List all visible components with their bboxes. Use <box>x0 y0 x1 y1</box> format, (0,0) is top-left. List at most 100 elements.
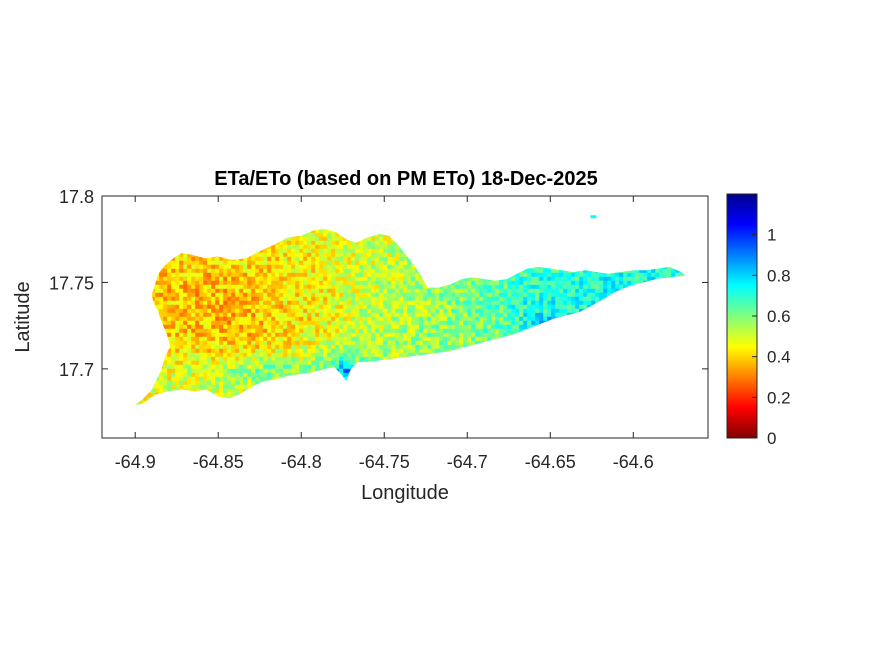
map-cell <box>235 364 240 370</box>
map-cell <box>523 296 528 302</box>
map-cell <box>207 292 212 298</box>
map-cell <box>363 236 368 242</box>
map-cell <box>259 248 264 254</box>
map-cell <box>391 296 396 302</box>
map-cell <box>447 316 452 322</box>
map-cell <box>395 280 400 286</box>
map-cell <box>355 288 360 294</box>
map-cell <box>155 288 160 294</box>
map-cell <box>507 308 512 314</box>
map-cell <box>303 340 308 346</box>
map-cell <box>179 260 184 266</box>
map-cell <box>231 356 236 362</box>
map-cell <box>175 320 180 326</box>
map-cell <box>295 264 300 270</box>
map-cell <box>391 352 396 358</box>
map-cell <box>483 284 488 290</box>
map-cell <box>395 352 400 358</box>
map-cell <box>515 284 520 290</box>
map-cell <box>331 344 336 350</box>
map-cell <box>295 284 300 290</box>
map-cell <box>387 272 392 278</box>
map-cell <box>195 300 200 306</box>
map-cell <box>391 320 396 326</box>
map-cell <box>199 360 204 366</box>
map-cell <box>419 324 424 330</box>
map-cell <box>371 284 376 290</box>
map-cell <box>303 256 308 262</box>
map-cell <box>391 280 396 286</box>
map-cell <box>259 252 264 258</box>
map-cell <box>299 320 304 326</box>
map-cell <box>247 268 252 274</box>
map-cell <box>339 288 344 294</box>
map-cell <box>315 352 320 358</box>
map-cell <box>375 248 380 254</box>
map-cell <box>435 344 440 350</box>
map-cell <box>371 304 376 310</box>
map-cell <box>215 304 220 310</box>
map-cell <box>407 328 412 334</box>
map-cell <box>643 276 648 282</box>
map-cell <box>455 320 460 326</box>
map-cell <box>511 288 516 294</box>
map-cell <box>399 340 404 346</box>
map-cell <box>339 332 344 338</box>
map-cell <box>471 320 476 326</box>
map-cell <box>639 272 644 278</box>
map-cell <box>255 320 260 326</box>
map-cell <box>207 360 212 366</box>
map-cell <box>159 276 164 282</box>
map-cell <box>491 324 496 330</box>
map-cell <box>295 364 300 370</box>
map-cell <box>515 276 520 282</box>
map-cell <box>455 308 460 314</box>
map-cell <box>511 300 516 306</box>
map-cell <box>255 332 260 338</box>
map-cell <box>431 340 436 346</box>
map-cell <box>367 256 372 262</box>
map-cell <box>631 268 636 274</box>
map-cell <box>267 272 272 278</box>
map-cell <box>275 340 280 346</box>
map-cell <box>583 304 588 310</box>
map-cell <box>191 260 196 266</box>
map-cell <box>447 336 452 342</box>
map-cell <box>175 360 180 366</box>
map-cell <box>451 304 456 310</box>
map-cell <box>179 308 184 314</box>
map-cell <box>359 296 364 302</box>
map-cell <box>279 320 284 326</box>
map-cell <box>179 328 184 334</box>
map-cell <box>379 340 384 346</box>
map-cell <box>311 312 316 318</box>
map-cell <box>475 308 480 314</box>
map-cell <box>227 304 232 310</box>
map-cell <box>559 284 564 290</box>
map-cell <box>399 324 404 330</box>
map-cell <box>219 276 224 282</box>
map-cell <box>359 284 364 290</box>
map-cell <box>431 304 436 310</box>
map-cell <box>231 340 236 346</box>
map-cell <box>455 340 460 346</box>
map-cell <box>183 320 188 326</box>
map-cell <box>379 352 384 358</box>
map-cell <box>307 332 312 338</box>
map-cell <box>495 300 500 306</box>
map-cell <box>619 284 624 290</box>
map-cell <box>495 288 500 294</box>
map-cell <box>447 340 452 346</box>
map-cell <box>391 340 396 346</box>
map-cell <box>379 324 384 330</box>
map-cell <box>175 288 180 294</box>
map-cell <box>179 296 184 302</box>
map-cell <box>515 272 520 278</box>
map-cell <box>343 348 348 354</box>
map-cell <box>247 320 252 326</box>
map-cell <box>379 260 384 266</box>
map-cell <box>163 368 168 374</box>
map-cell <box>331 272 336 278</box>
map-cell <box>547 272 552 278</box>
map-cell <box>167 288 172 294</box>
